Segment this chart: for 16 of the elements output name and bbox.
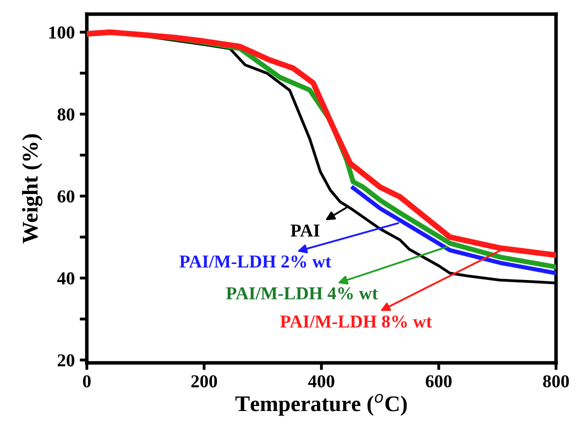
y-tick-label: 20 (58, 354, 74, 366)
annotation: PAI/M-LDH 4% wt (226, 287, 378, 300)
y-tick-label: 80 (58, 108, 74, 121)
x-tick-label: 200 (191, 375, 217, 388)
x-tick-label: 800 (543, 375, 569, 388)
x-tick-label: 0 (83, 375, 91, 388)
annotation: PAI (290, 224, 320, 236)
x-tick-label: 600 (426, 375, 452, 388)
annotation: PAI/M-LDH 2% wt (180, 255, 332, 268)
y-tick-label: 100 (49, 26, 74, 39)
annotation: PAI/M-LDH 8% wt (280, 315, 432, 328)
x-tick-label: 400 (308, 375, 334, 388)
y-axis-title: Weight (%) (22, 134, 42, 244)
y-tick-label: 40 (57, 272, 74, 284)
x-axis-title: Temperature ($^{o}$C) (235, 394, 407, 416)
y-tick-label: 60 (58, 190, 74, 203)
